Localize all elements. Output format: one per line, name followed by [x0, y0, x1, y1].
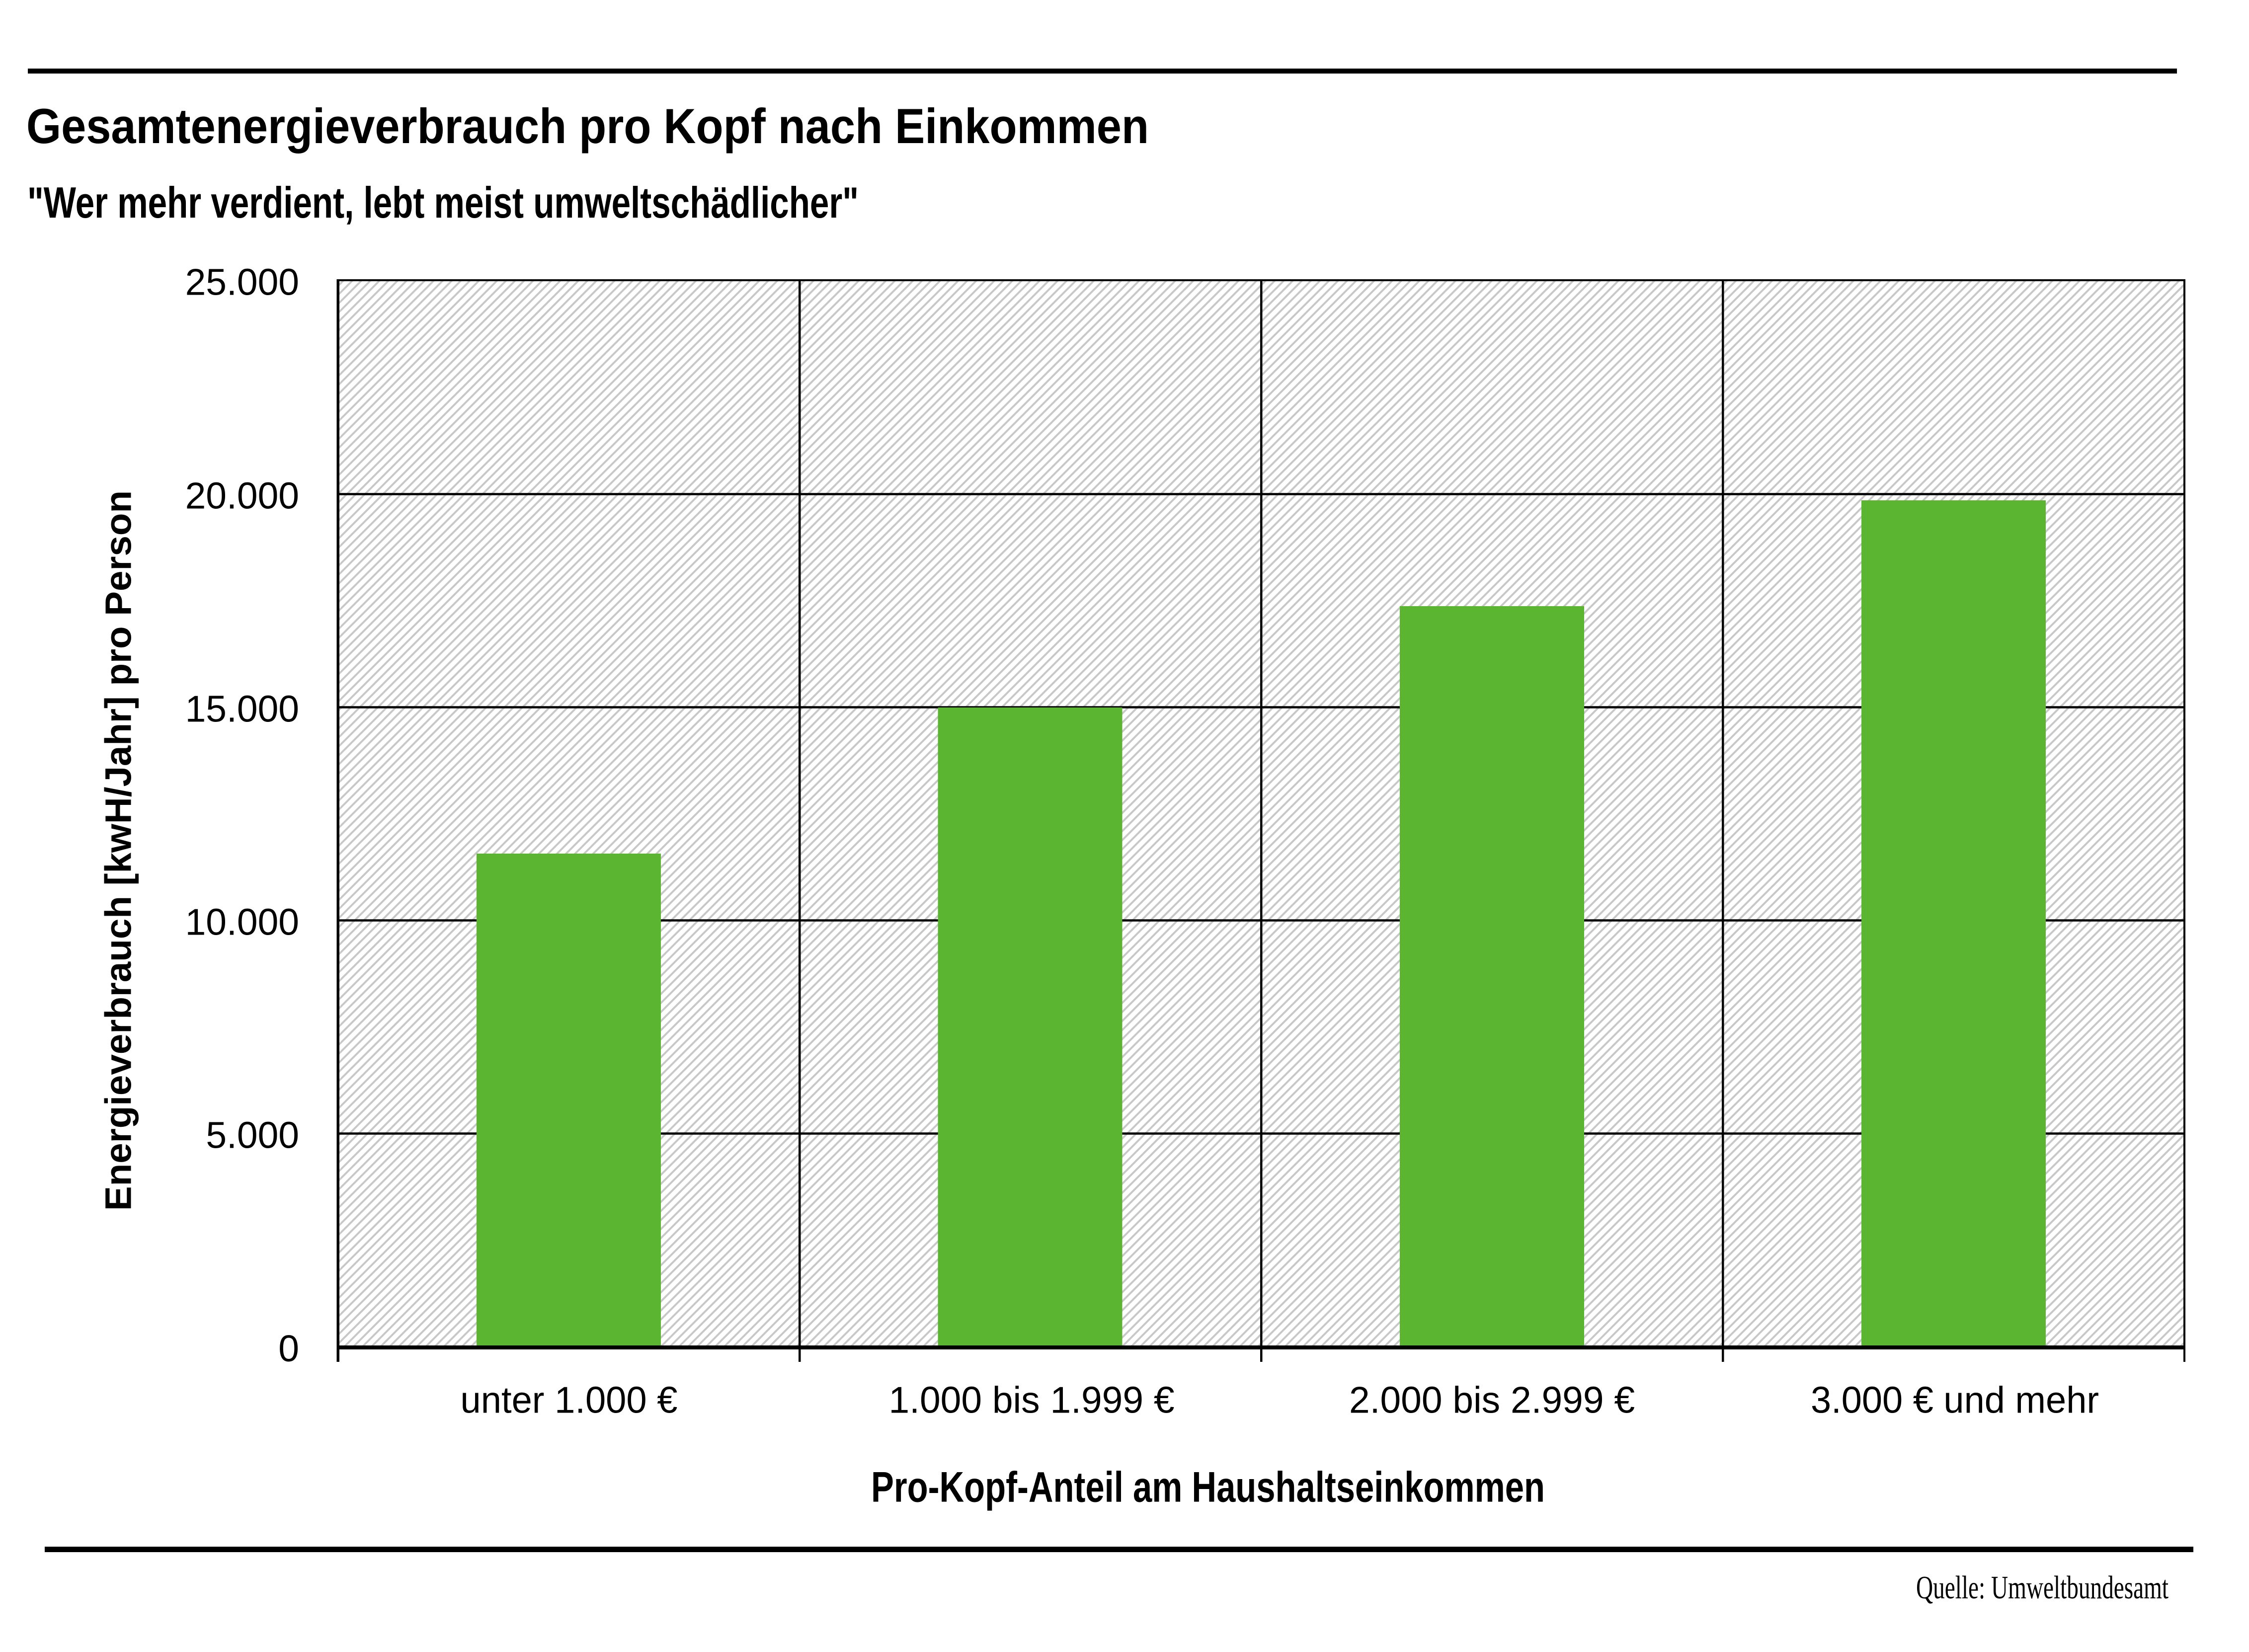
svg-text:Gesamtenergieverbrauch pro Kop: Gesamtenergieverbrauch pro Kopf nach Ein…	[26, 98, 1149, 154]
svg-text:"Wer mehr verdient, lebt meist: "Wer mehr verdient, lebt meist umweltsch…	[27, 178, 859, 227]
svg-text:Quelle: Umweltbundesamt: Quelle: Umweltbundesamt	[1916, 1570, 2169, 1606]
svg-text:3.000 € und mehr: 3.000 € und mehr	[1811, 1379, 2099, 1421]
svg-text:15.000: 15.000	[185, 688, 299, 730]
svg-text:0: 0	[278, 1328, 299, 1369]
svg-text:Energieverbrauch [kwH/Jahr] pr: Energieverbrauch [kwH/Jahr] pro Person	[98, 490, 139, 1211]
svg-text:10.000: 10.000	[185, 901, 299, 943]
svg-text:5.000: 5.000	[206, 1114, 299, 1156]
svg-text:1.000 bis 1.999 €: 1.000 bis 1.999 €	[889, 1379, 1175, 1421]
svg-text:25.000: 25.000	[185, 261, 299, 303]
svg-text:2.000 bis 2.999 €: 2.000 bis 2.999 €	[1349, 1379, 1635, 1421]
svg-text:Pro-Kopf-Anteil am Haushaltsei: Pro-Kopf-Anteil am Haushaltseinkommen	[871, 1464, 1545, 1511]
svg-text:20.000: 20.000	[185, 475, 299, 517]
svg-text:unter 1.000 €: unter 1.000 €	[461, 1379, 678, 1421]
